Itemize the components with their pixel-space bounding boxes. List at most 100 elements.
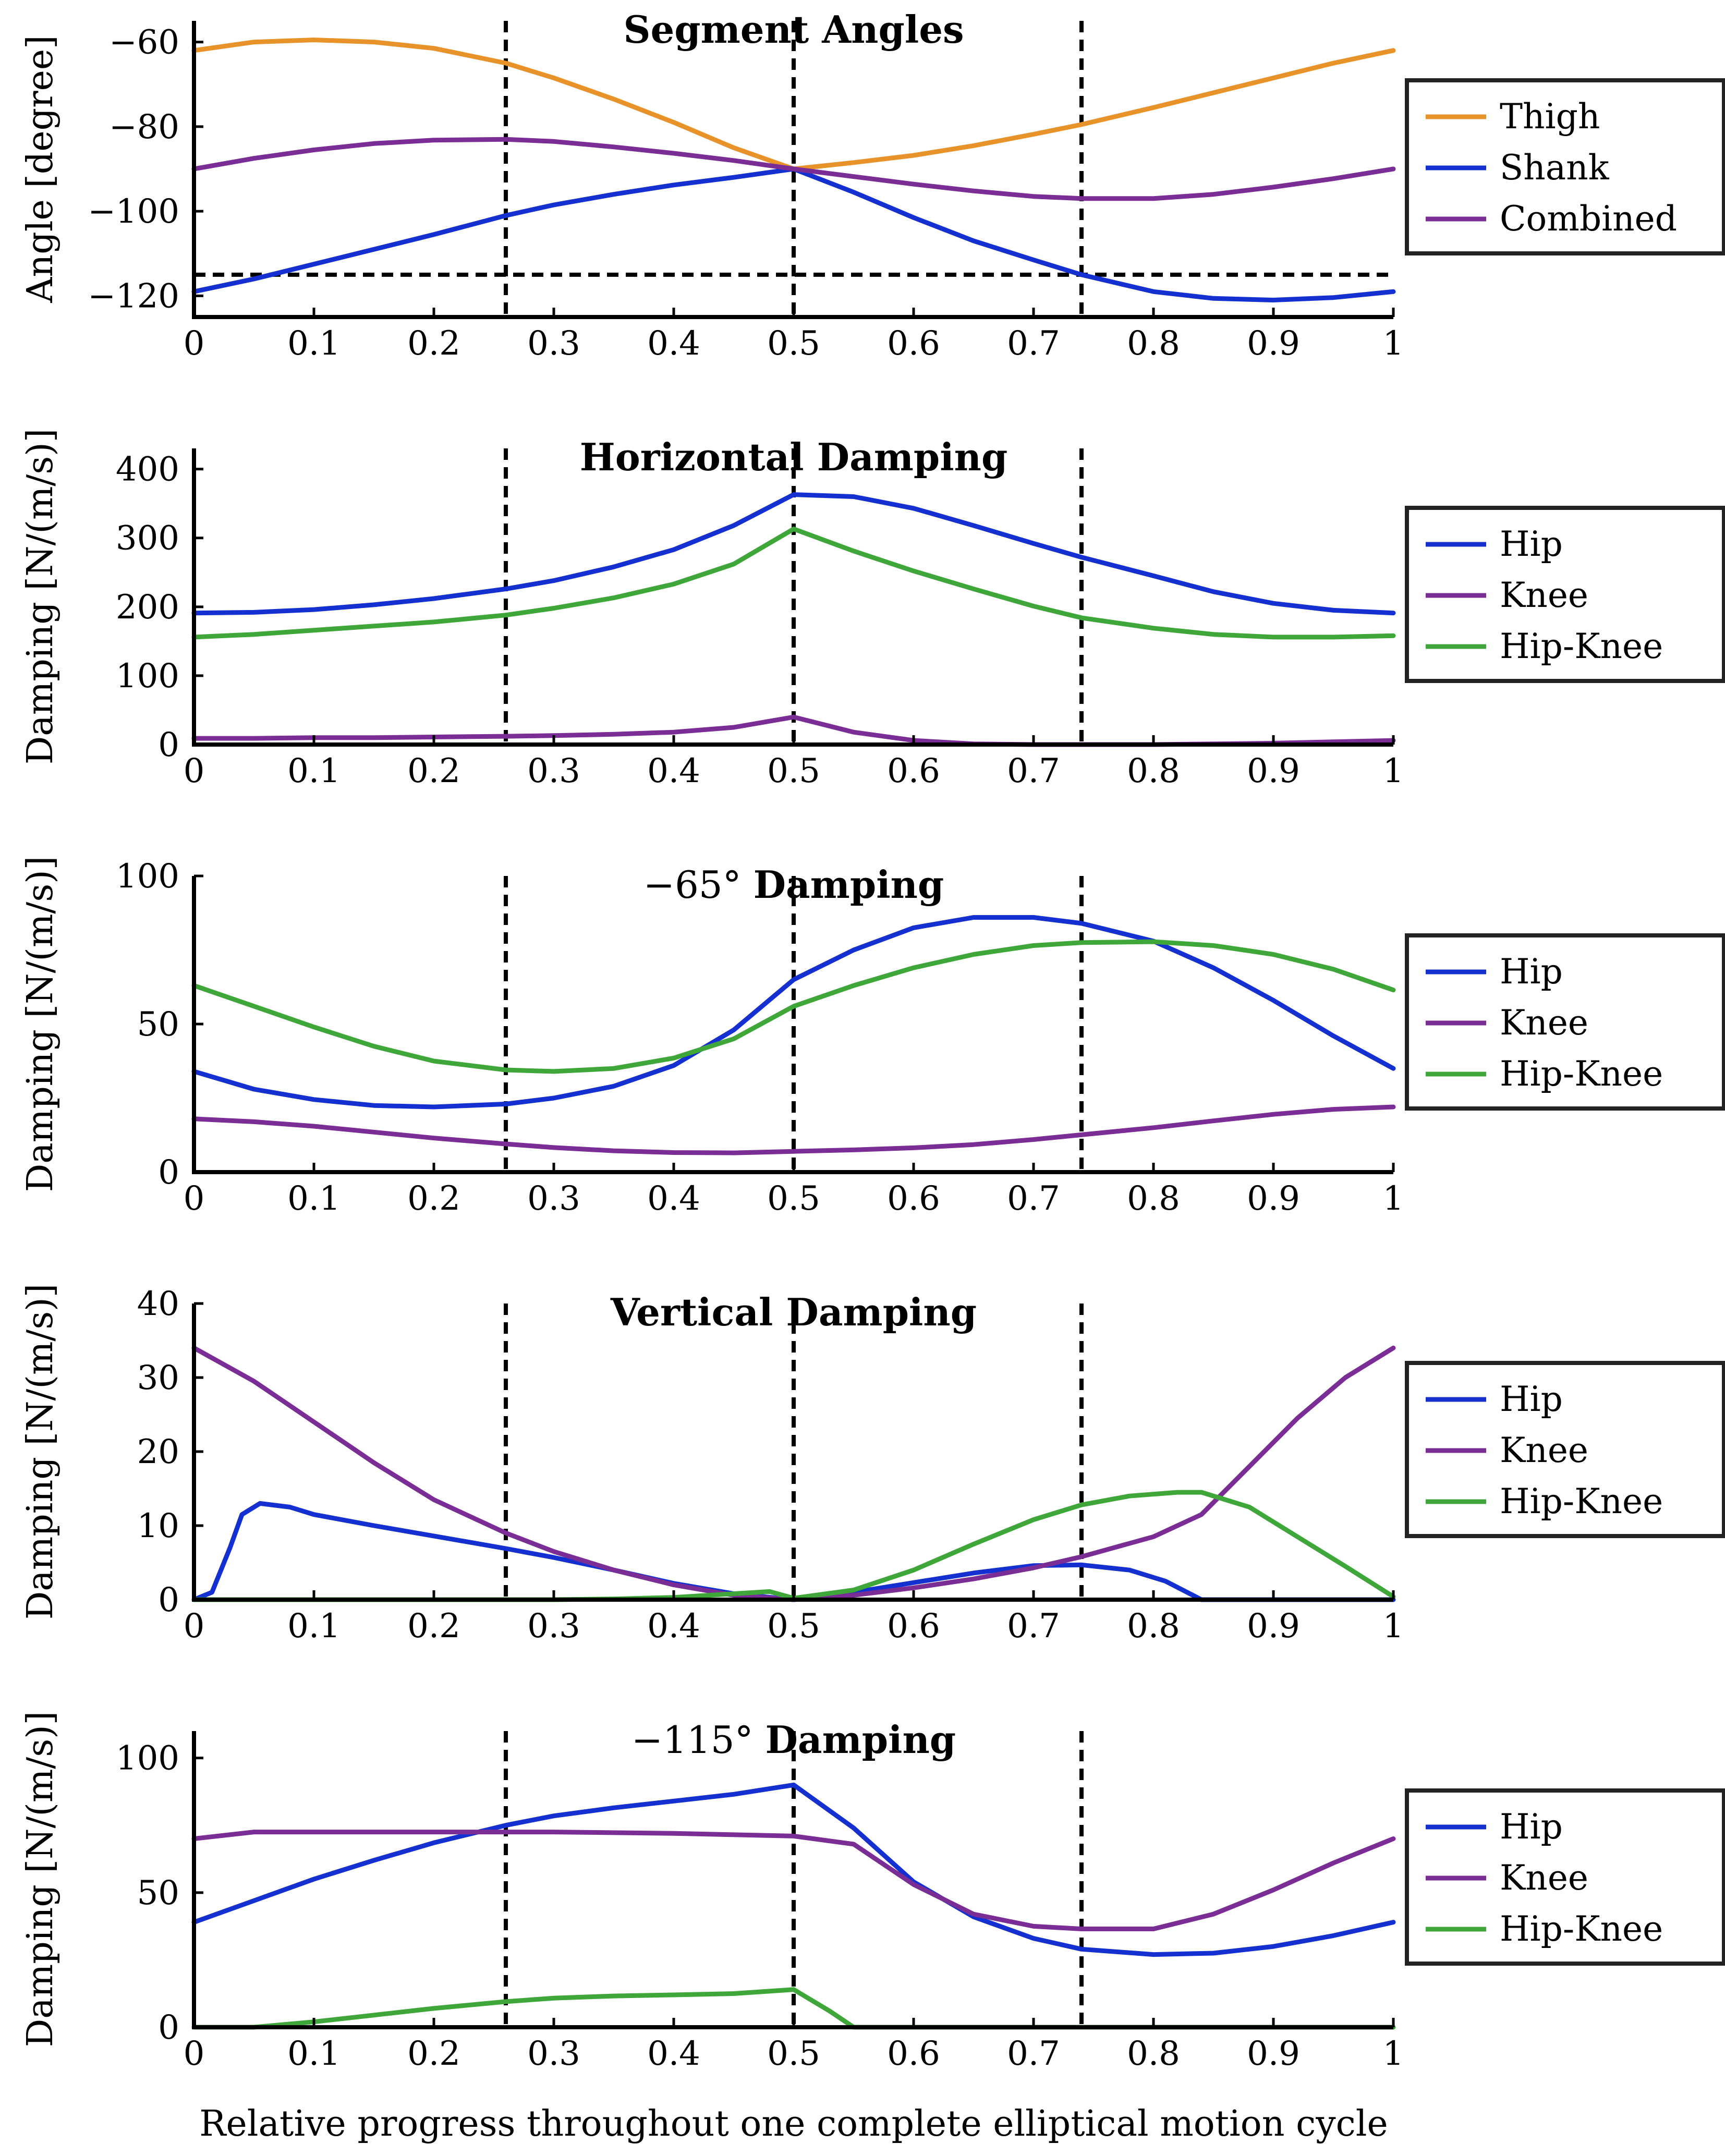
legend-label: Hip-Knee	[1500, 1481, 1663, 1521]
series-line-hip	[191, 492, 1396, 616]
x-tick-label: 0.7	[1007, 752, 1060, 790]
x-tick-label: 0.6	[887, 2035, 940, 2073]
y-tick-label: 20	[137, 1433, 179, 1471]
x-tick-label: 0.9	[1247, 324, 1300, 363]
legend-label: Knee	[1500, 1858, 1588, 1898]
legend-label: Hip-Knee	[1500, 626, 1663, 666]
chart-title: Horizontal Damping	[580, 435, 1008, 479]
x-tick-label: 0.2	[407, 324, 460, 363]
y-axis-label: Damping [N/(m/s)]	[20, 1711, 61, 2048]
x-tick-label: 0.4	[647, 324, 700, 363]
charts-container: 0 0.1 0.2 0.3 0.4 0.5 0.6 0.7 0.8 0.9 1 −120 −100 −80…	[20, 7, 1725, 2073]
x-tick-label: 0	[184, 2035, 205, 2073]
chart-panel-1: 0 0.1 0.2 0.3 0.4 0.5 0.6 0.7 0.8 0.9 1 0 100 200 300 4…	[20, 429, 1725, 790]
x-tick-label: 0.5	[767, 1607, 820, 1646]
x-tick-label: 0	[184, 1607, 205, 1646]
y-axis-label: Damping [N/(m/s)]	[20, 856, 61, 1192]
legend-label: Hip	[1500, 524, 1563, 564]
y-tick-label: 0	[158, 1153, 179, 1192]
chart-title-prefix: −115°	[631, 1718, 766, 1762]
x-tick-label: 0.9	[1247, 1179, 1300, 1218]
chart-panel-0: 0 0.1 0.2 0.3 0.4 0.5 0.6 0.7 0.8 0.9 1 −120 −100 −80…	[20, 7, 1725, 363]
legend-label: Shank	[1500, 148, 1610, 188]
x-tick-label: 0.3	[527, 1607, 580, 1646]
chart-title-text: Horizontal Damping	[580, 435, 1008, 479]
x-tick-label: 0.1	[287, 752, 341, 790]
y-tick-label: 100	[116, 657, 179, 696]
legend-label: Knee	[1500, 1003, 1588, 1043]
x-tick-label: 0.7	[1007, 1179, 1060, 1218]
x-tick-label: 0.8	[1127, 1179, 1180, 1218]
series-line-hip	[191, 1782, 1396, 1957]
series-line-hip-knee	[191, 1490, 1396, 1602]
x-tick-label: 0.8	[1127, 324, 1180, 363]
chart-title-text: Damping	[765, 1718, 956, 1762]
x-tick-label: 0.1	[287, 324, 341, 363]
legend-label: Knee	[1500, 575, 1588, 615]
chart-title: −115° Damping	[631, 1718, 956, 1762]
x-tick-label: 1	[1383, 324, 1404, 363]
x-tick-label: 0.3	[527, 324, 580, 363]
x-tick-label: 0.9	[1247, 2035, 1300, 2073]
x-tick-label: 0.2	[407, 2035, 460, 2073]
legend-label: Knee	[1500, 1430, 1588, 1470]
x-tick-label: 0.1	[287, 2035, 341, 2073]
y-tick-label: 100	[116, 1739, 179, 1778]
x-tick-label: 0.4	[647, 752, 700, 790]
x-tick-label: 0.5	[767, 324, 820, 363]
x-tick-label: 0.4	[647, 2035, 700, 2073]
x-tick-label: 0.8	[1127, 2035, 1180, 2073]
x-tick-label: 1	[1383, 1607, 1404, 1646]
x-tick-label: 1	[1383, 1179, 1404, 1218]
y-tick-label: 300	[116, 519, 179, 558]
x-tick-label: 0.3	[527, 752, 580, 790]
series-line-knee	[191, 1830, 1396, 1931]
x-tick-label: 0	[184, 1179, 205, 1218]
x-tick-label: 0.8	[1127, 752, 1180, 790]
y-tick-label: −100	[88, 192, 179, 231]
y-tick-label: 0	[158, 726, 179, 764]
chart-panel-4: 0 0.1 0.2 0.3 0.4 0.5 0.6 0.7 0.8 0.9 1 0 50 100 Dampi…	[20, 1711, 1725, 2073]
x-tick-label: 0.3	[527, 2035, 580, 2073]
y-axis-label: Damping [N/(m/s)]	[20, 429, 61, 765]
legend-label: Hip	[1500, 1807, 1563, 1847]
series-line-hip-knee	[191, 527, 1396, 640]
y-tick-label: 200	[116, 588, 179, 627]
y-tick-label: 30	[137, 1359, 179, 1397]
y-tick-label: 10	[137, 1507, 179, 1545]
y-tick-label: 40	[137, 1285, 179, 1323]
chart-title-prefix: −65°	[643, 863, 754, 907]
x-tick-label: 0.1	[287, 1179, 341, 1218]
chart-panel-3: 0 0.1 0.2 0.3 0.4 0.5 0.6 0.7 0.8 0.9 1010203040Da…	[20, 1284, 1725, 1646]
x-tick-label: 1	[1383, 2035, 1404, 2073]
y-tick-label: 400	[116, 450, 179, 489]
x-tick-label: 0	[184, 752, 205, 790]
x-tick-label: 0.6	[887, 752, 940, 790]
y-tick-label: −80	[109, 108, 179, 147]
x-tick-label: 0.2	[407, 1179, 460, 1218]
y-axis-label: Damping [N/(m/s)]	[20, 1284, 61, 1620]
x-tick-label: 0.1	[287, 1607, 341, 1646]
legend-label: Thigh	[1500, 96, 1600, 137]
y-tick-label: 50	[137, 1874, 179, 1913]
y-tick-label: −60	[109, 23, 179, 62]
global-x-axis-label: Relative progress throughout one complet…	[199, 2103, 1388, 2145]
x-tick-label: 0.7	[1007, 1607, 1060, 1646]
legend-label: Hip-Knee	[1500, 1909, 1663, 1949]
x-tick-label: 0.6	[887, 1607, 940, 1646]
chart-title: Vertical Damping	[610, 1290, 977, 1334]
series-line-knee	[191, 1345, 1396, 1602]
series-line-combined	[191, 137, 1396, 201]
chart-title-text: Segment Angles	[623, 7, 964, 52]
x-tick-label: 0.9	[1247, 1607, 1300, 1646]
chart-title: −65° Damping	[643, 862, 944, 907]
legend-label: Combined	[1500, 199, 1677, 239]
x-tick-label: 0.5	[767, 2035, 820, 2073]
series-line-hip-knee	[191, 939, 1396, 1074]
x-tick-label: 0.8	[1127, 1607, 1180, 1646]
x-tick-label: 0.6	[887, 324, 940, 363]
y-tick-label: 0	[158, 1581, 179, 1619]
x-tick-label: 0.9	[1247, 752, 1300, 790]
x-tick-label: 0.7	[1007, 324, 1060, 363]
